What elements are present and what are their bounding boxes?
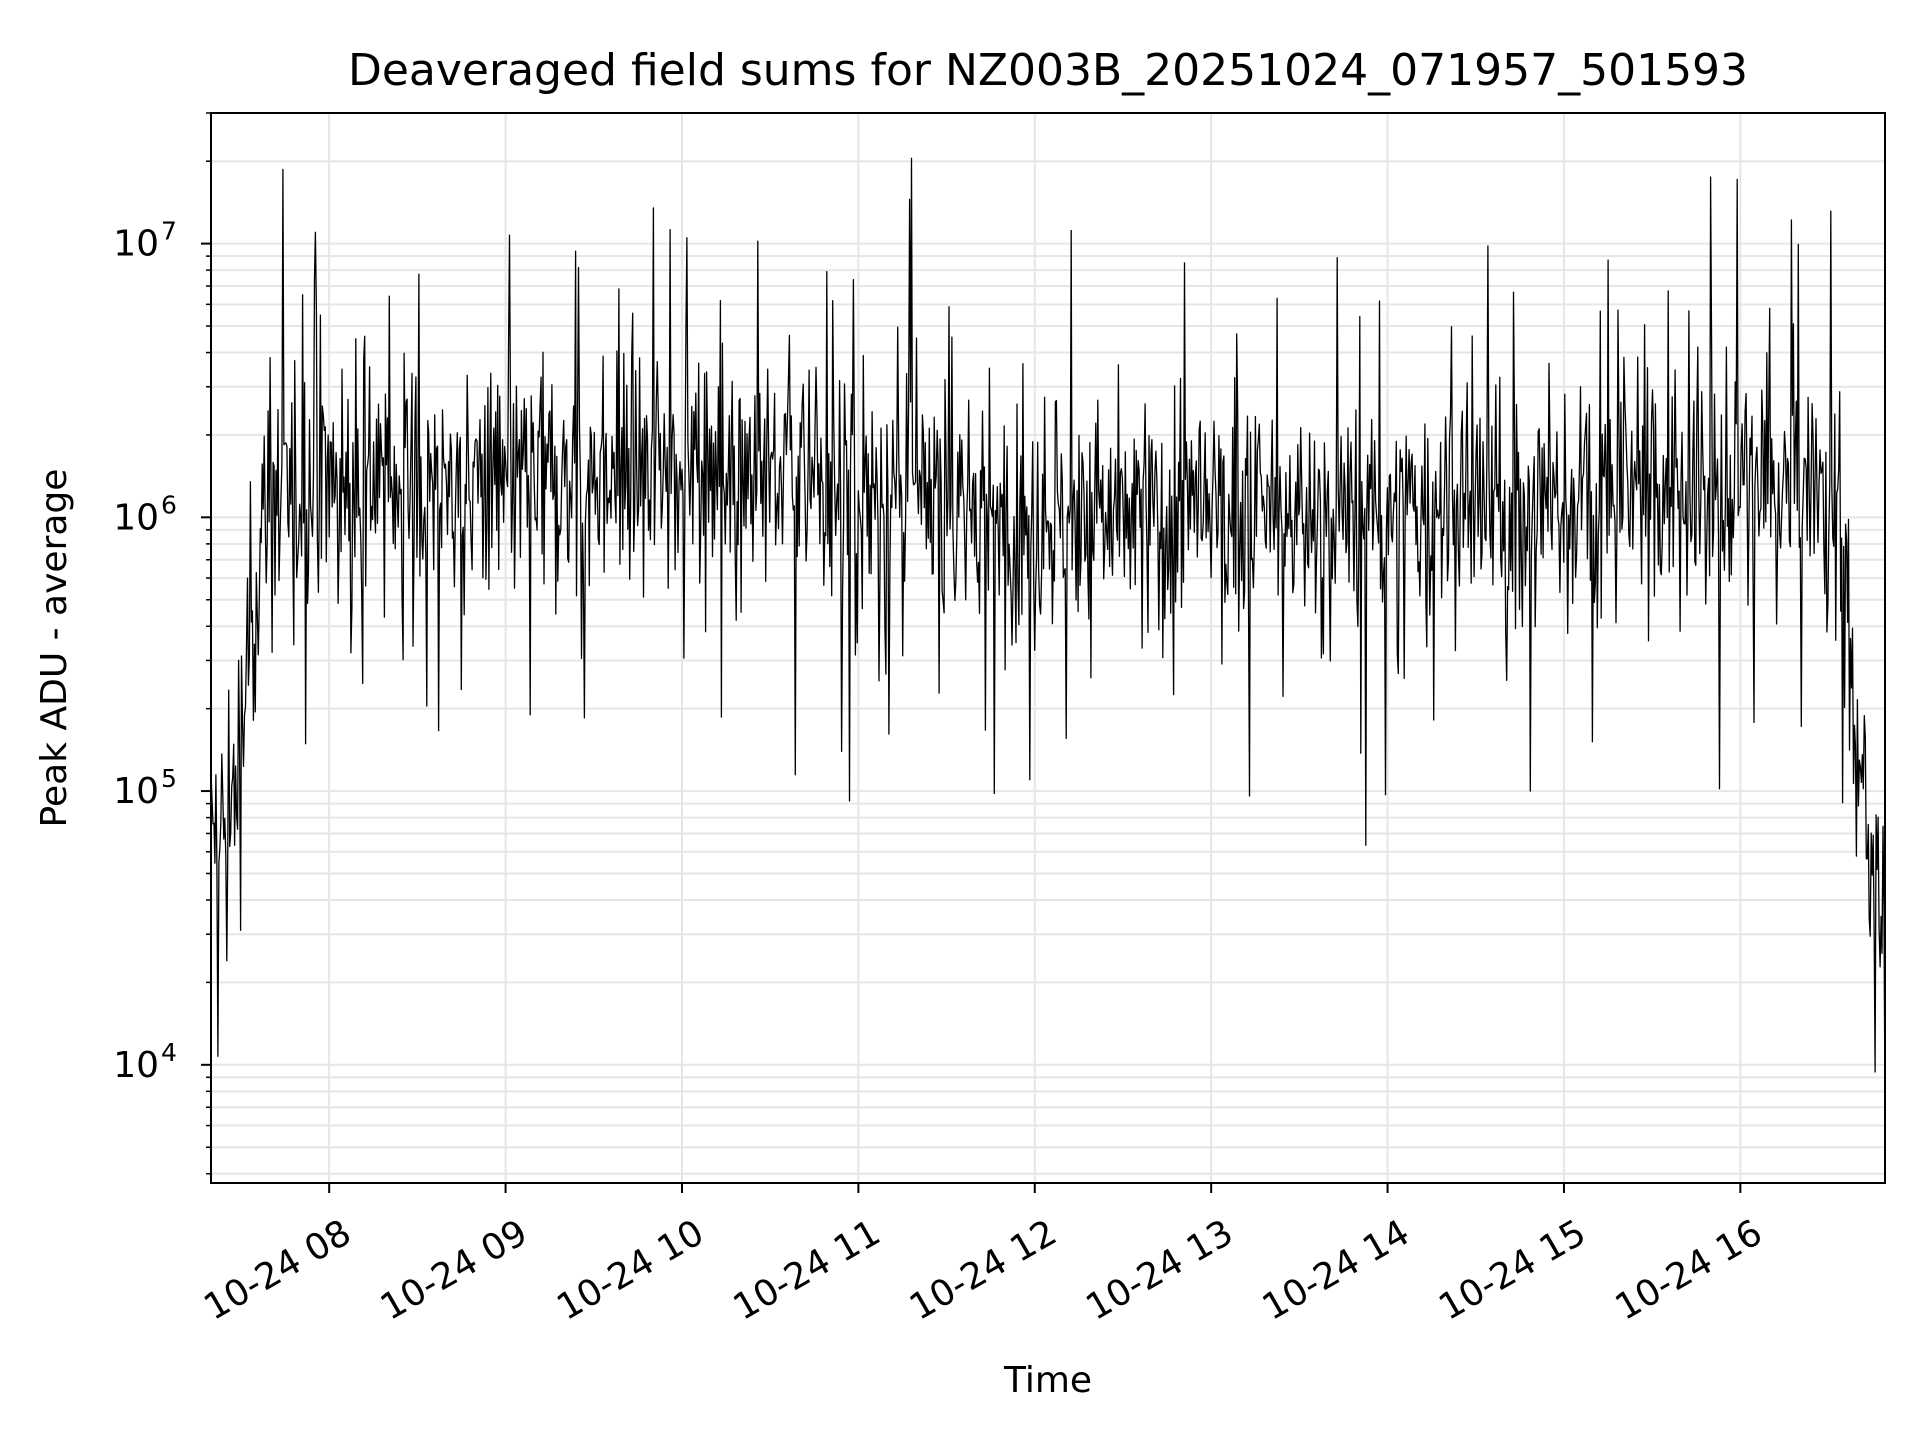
- y-tick-label: 10: [113, 224, 159, 265]
- chart-title: Deaveraged field sums for NZ003B_2025102…: [348, 45, 1748, 96]
- y-tick-base: 10: [113, 771, 159, 812]
- y-tick-exponent: 6: [161, 490, 177, 519]
- x-tick-label: 10-24 16: [1609, 1212, 1770, 1328]
- y-tick-exponent: 5: [161, 764, 177, 793]
- x-tick-label: 10-24 08: [197, 1212, 358, 1328]
- y-tick-label: 10: [113, 497, 159, 538]
- y-tick-base: 10: [113, 1045, 159, 1086]
- x-tick-label: 10-24 15: [1432, 1212, 1593, 1328]
- x-tick-label: 10-24 12: [903, 1212, 1064, 1328]
- grid: [211, 112, 1885, 1183]
- y-tick-base: 10: [113, 224, 159, 265]
- x-tick-label: 10-24 13: [1079, 1212, 1240, 1328]
- y-tick-label: 10: [113, 771, 159, 812]
- y-tick-exponent: 7: [161, 217, 177, 246]
- y-axis-label: Peak ADU - average: [34, 469, 75, 828]
- x-tick-label: 10-24 11: [727, 1212, 888, 1328]
- x-axis-label: Time: [1003, 1360, 1092, 1401]
- series-layer: [210, 157, 1886, 1112]
- series-line: [210, 157, 1886, 1112]
- x-tick-label: 10-24 09: [374, 1212, 535, 1328]
- x-tick-label: 10-24 14: [1256, 1212, 1417, 1328]
- y-tick-label: 10: [113, 1045, 159, 1086]
- y-tick-exponent: 4: [161, 1038, 177, 1067]
- x-tick-label: 10-24 10: [550, 1212, 711, 1328]
- plot-frame: [210, 112, 1886, 1184]
- y-tick-base: 10: [113, 497, 159, 538]
